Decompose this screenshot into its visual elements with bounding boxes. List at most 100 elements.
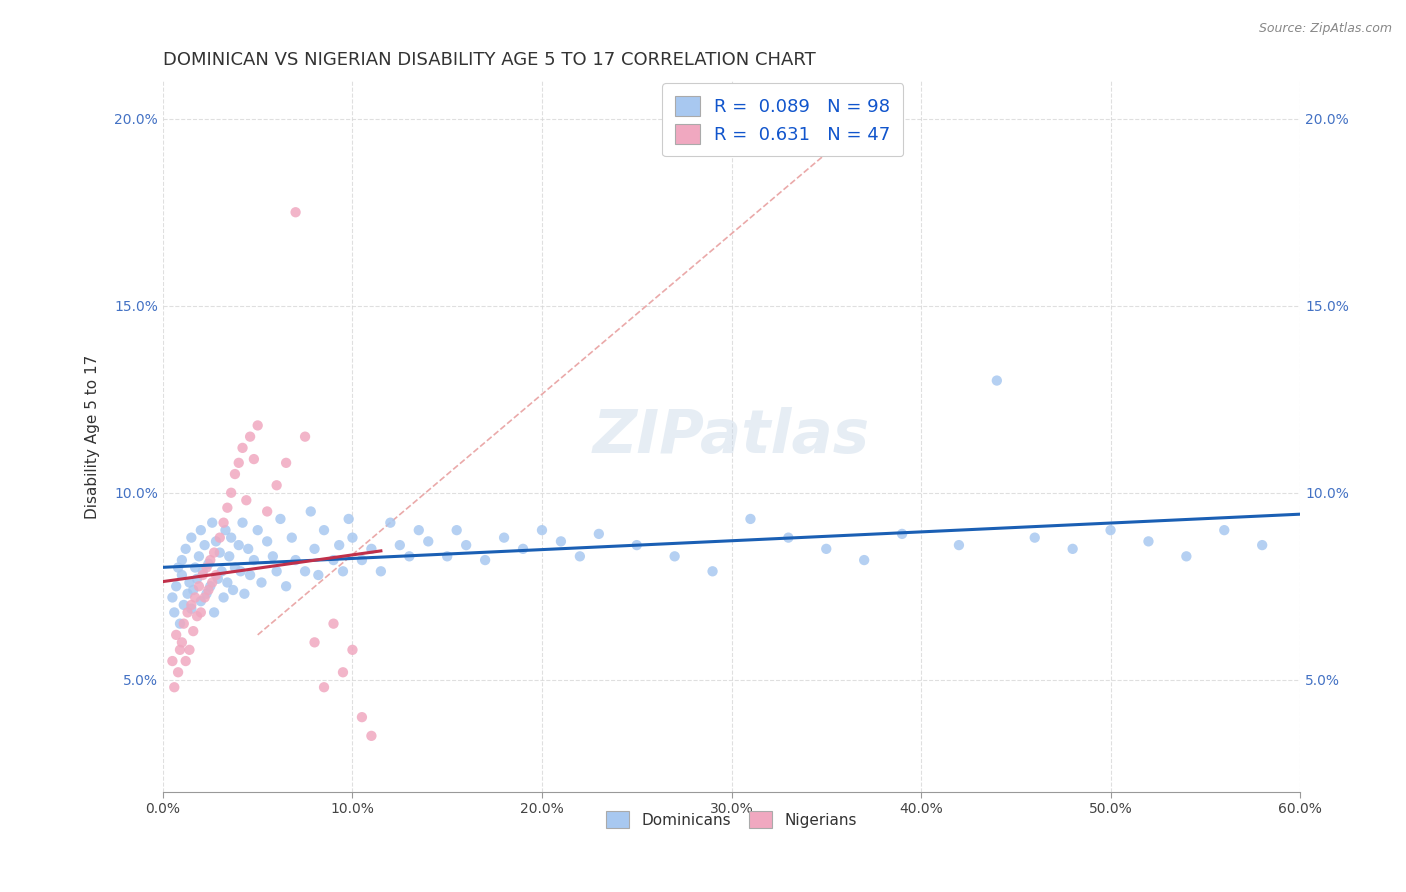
Point bbox=[222, 582, 245, 597]
Point bbox=[284, 553, 307, 567]
Point bbox=[702, 564, 724, 578]
Point bbox=[219, 485, 242, 500]
Point bbox=[238, 541, 260, 556]
Point bbox=[205, 534, 228, 549]
Point bbox=[328, 538, 350, 552]
Point bbox=[446, 523, 468, 537]
Point bbox=[229, 564, 252, 578]
Point bbox=[181, 582, 204, 597]
Point bbox=[1062, 541, 1084, 556]
Point bbox=[294, 564, 316, 578]
Point bbox=[165, 628, 187, 642]
Point bbox=[332, 665, 354, 680]
Point bbox=[322, 553, 344, 567]
Point bbox=[184, 591, 207, 605]
Text: ZIPatlas: ZIPatlas bbox=[593, 407, 870, 467]
Point bbox=[626, 538, 648, 552]
Point bbox=[456, 538, 478, 552]
Point bbox=[398, 549, 420, 564]
Point bbox=[246, 418, 269, 433]
Point bbox=[342, 531, 364, 545]
Point bbox=[418, 534, 440, 549]
Point bbox=[186, 609, 208, 624]
Point bbox=[174, 541, 197, 556]
Point bbox=[266, 478, 288, 492]
Point bbox=[337, 512, 360, 526]
Text: DOMINICAN VS NIGERIAN DISABILITY AGE 5 TO 17 CORRELATION CHART: DOMINICAN VS NIGERIAN DISABILITY AGE 5 T… bbox=[163, 51, 815, 69]
Point bbox=[568, 549, 591, 564]
Point bbox=[205, 568, 228, 582]
Point bbox=[184, 560, 207, 574]
Point bbox=[194, 591, 217, 605]
Point bbox=[307, 568, 329, 582]
Point bbox=[190, 523, 212, 537]
Point bbox=[494, 531, 516, 545]
Point bbox=[243, 553, 266, 567]
Point bbox=[200, 579, 222, 593]
Point bbox=[388, 538, 411, 552]
Point bbox=[181, 624, 204, 639]
Point bbox=[284, 205, 307, 219]
Point bbox=[370, 564, 392, 578]
Point bbox=[179, 643, 201, 657]
Point bbox=[262, 549, 284, 564]
Point bbox=[195, 587, 218, 601]
Point bbox=[190, 606, 212, 620]
Point bbox=[231, 516, 253, 530]
Point bbox=[201, 575, 224, 590]
Point bbox=[304, 635, 326, 649]
Point bbox=[231, 441, 253, 455]
Point bbox=[1213, 523, 1236, 537]
Point bbox=[740, 512, 762, 526]
Point bbox=[474, 553, 496, 567]
Point bbox=[163, 606, 186, 620]
Point bbox=[176, 587, 198, 601]
Point bbox=[778, 531, 800, 545]
Point bbox=[408, 523, 430, 537]
Point bbox=[304, 541, 326, 556]
Point bbox=[350, 710, 373, 724]
Point bbox=[167, 560, 190, 574]
Point bbox=[176, 606, 198, 620]
Point bbox=[207, 572, 229, 586]
Point bbox=[294, 430, 316, 444]
Point bbox=[191, 564, 214, 578]
Point bbox=[256, 534, 278, 549]
Point bbox=[208, 531, 231, 545]
Point bbox=[360, 541, 382, 556]
Point bbox=[360, 729, 382, 743]
Point bbox=[200, 553, 222, 567]
Point bbox=[191, 568, 214, 582]
Point bbox=[815, 541, 838, 556]
Point bbox=[235, 493, 257, 508]
Point bbox=[1251, 538, 1274, 552]
Point bbox=[588, 527, 610, 541]
Point bbox=[208, 546, 231, 560]
Point bbox=[530, 523, 553, 537]
Point bbox=[853, 553, 876, 567]
Point bbox=[312, 680, 335, 694]
Legend: Dominicans, Nigerians: Dominicans, Nigerians bbox=[600, 805, 863, 834]
Point bbox=[186, 572, 208, 586]
Point bbox=[163, 680, 186, 694]
Point bbox=[174, 654, 197, 668]
Point bbox=[167, 665, 190, 680]
Point bbox=[224, 560, 246, 574]
Point bbox=[512, 541, 534, 556]
Point bbox=[169, 616, 191, 631]
Point bbox=[218, 549, 240, 564]
Y-axis label: Disability Age 5 to 17: Disability Age 5 to 17 bbox=[86, 354, 100, 519]
Point bbox=[269, 512, 291, 526]
Point bbox=[211, 564, 233, 578]
Point bbox=[212, 516, 235, 530]
Point bbox=[322, 616, 344, 631]
Point bbox=[162, 591, 184, 605]
Point bbox=[436, 549, 458, 564]
Point bbox=[299, 504, 322, 518]
Point bbox=[169, 643, 191, 657]
Point bbox=[187, 579, 209, 593]
Point bbox=[664, 549, 686, 564]
Point bbox=[256, 504, 278, 518]
Point bbox=[239, 430, 262, 444]
Point bbox=[1099, 523, 1122, 537]
